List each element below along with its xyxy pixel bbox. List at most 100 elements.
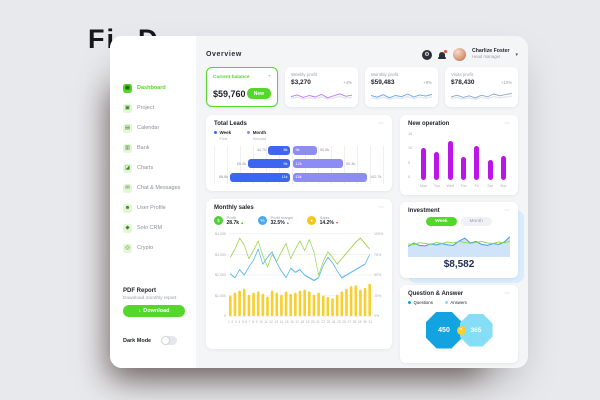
sidebar-item-solo-crm[interactable]: ◆ Solo CRM xyxy=(110,218,196,238)
current-balance-card: Current balance + $59,760 New xyxy=(206,67,278,107)
stat-value: 32.5% ▲ xyxy=(270,220,290,226)
sidebar-item-crypto[interactable]: ◎ Crypto xyxy=(110,238,196,258)
sidebar-item-calendar[interactable]: ▤ Calendar xyxy=(110,118,196,138)
day-tick: 28 xyxy=(352,320,357,324)
question-answer-blobs: 450 = 365 xyxy=(408,311,510,349)
sales-stat-sales: ● Sales 14.2% ▼ xyxy=(307,215,339,226)
profit-card-delta: +8% xyxy=(423,80,432,85)
settings-gear-icon[interactable]: ⚙ xyxy=(422,49,432,60)
plus-icon[interactable]: + xyxy=(267,74,271,80)
stat-icon: ● xyxy=(307,215,317,225)
main-area: Overview ⚙ Charlize Foster Head manager … xyxy=(196,36,528,368)
x-tick: Tue xyxy=(433,183,440,188)
question-answer-legend: Questions Answers xyxy=(408,300,510,305)
sidebar-item-label: Charts xyxy=(137,165,154,171)
pdf-report-section: PDF Report Download monthly report ↓ Dow… xyxy=(123,288,187,317)
legend-item: Month Second xyxy=(247,130,266,141)
x-tick: Fri xyxy=(474,183,479,188)
sparkline-chart xyxy=(451,92,512,100)
monthly-sales-stats: $ Profit 28.7k ▲% Profit margin 32.5% ▲ ● Sale… xyxy=(214,215,384,226)
stat-value: 28.7k ▲ xyxy=(226,220,244,226)
sidebar-item-bank[interactable]: ▥ Bank xyxy=(110,138,196,158)
sales-plot xyxy=(228,233,372,317)
qa-legend-item: Answers xyxy=(444,300,467,305)
day-tick: 9 xyxy=(255,320,258,324)
sidebar-item-user-profile[interactable]: ☻ User Profile xyxy=(110,198,196,218)
investment-title: Investment xyxy=(408,207,440,214)
stat-icon: $ xyxy=(214,215,223,225)
trend-down-icon: ▼ xyxy=(335,221,339,225)
week-button[interactable]: Week xyxy=(426,216,457,226)
chat-icon: ✉ xyxy=(123,183,132,193)
bell-icon xyxy=(438,51,446,59)
avatar[interactable] xyxy=(453,48,466,61)
more-icon[interactable]: ⋯ xyxy=(504,290,510,297)
day-tick: 10 xyxy=(259,320,263,324)
row-left-label: 44.7k xyxy=(256,148,266,152)
right-tick: 0% xyxy=(374,314,380,318)
trend-up-icon: ▲ xyxy=(286,221,290,225)
download-button-label: Download xyxy=(143,308,170,314)
more-icon[interactable]: ⋯ xyxy=(378,120,384,127)
sidebar-item-chat-messages[interactable]: ✉ Chat & Messages xyxy=(110,178,196,198)
day-tick: 29 xyxy=(358,320,362,324)
profit-card-value: $59,483 xyxy=(371,78,395,86)
profit-card-value: $3,270 xyxy=(291,78,311,86)
download-button[interactable]: ↓ Download xyxy=(123,305,185,317)
current-balance-label: Current balance xyxy=(213,74,250,80)
sidebar-item-dashboard[interactable]: ▦ Dashboard xyxy=(110,78,196,98)
profit-card-delta: +10% xyxy=(500,80,512,85)
notifications-bell-icon[interactable] xyxy=(438,49,447,60)
day-tick: 12 xyxy=(269,320,273,324)
month-button[interactable]: Month xyxy=(460,216,492,226)
day-tick: 23 xyxy=(326,320,331,324)
sidebar-nav: ▦ Dashboard ▣ Project ▤ Calendar ▥ Bank ◪ Charts ✉… xyxy=(110,78,196,258)
monthly-sales-card: Monthly sales ⋯ $ Profit 28.7k ▲% Profit ma… xyxy=(206,198,392,349)
profit-card-label: Monthly profit xyxy=(371,72,399,77)
sidebar-item-label: User Profile xyxy=(137,205,166,211)
day-tick: 18 xyxy=(300,320,305,324)
more-icon[interactable]: ⋯ xyxy=(378,204,384,211)
month-bar: 15k xyxy=(293,172,367,182)
download-icon: ↓ xyxy=(138,308,142,314)
user-name: Charlize Foster xyxy=(472,48,510,55)
row-left-label: 88.8k xyxy=(218,175,228,179)
operation-bars xyxy=(417,132,510,180)
lead-row: 9k 12k 65.3k 90.3k xyxy=(214,159,384,168)
day-tick: 13 xyxy=(274,320,279,324)
operation-bar xyxy=(447,141,453,180)
operation-bar xyxy=(474,145,480,180)
sidebar-item-label: Project xyxy=(137,105,155,111)
left-tick: $1,000 xyxy=(215,293,226,298)
lead-row: 8k 9k 44.7k 50.8k xyxy=(214,145,384,155)
new-button[interactable]: New xyxy=(246,88,271,99)
day-tick: 7 xyxy=(248,320,251,324)
investment-card: Investment ⋯ Week Month $8,582 xyxy=(400,201,518,278)
row-right-label: 90.3k xyxy=(346,161,356,166)
dark-mode-row: Dark Mode xyxy=(123,336,178,345)
row-right-label: 102.7k xyxy=(370,175,382,179)
total-leads-title: Total Leads xyxy=(214,120,247,127)
left-column: Total Leads ⋯ Week First Month Second 8k 9k 4… xyxy=(206,114,392,363)
sidebar-item-charts[interactable]: ◪ Charts xyxy=(110,158,196,178)
question-answer-card: Question & Answer ⋯ Questions Answers 450… xyxy=(400,284,518,363)
investment-value: $8,582 xyxy=(443,258,475,270)
user-icon: ☻ xyxy=(123,203,132,213)
current-balance-value: $59,760 xyxy=(213,88,246,99)
legend-top: Month xyxy=(247,130,266,135)
sidebar-item-project[interactable]: ▣ Project xyxy=(110,98,196,118)
sales-x-axis: 1 2 3 4 5 6 7 8 9 10 11 12 13 14 15 16 17 18 19 20 21 22 23 24 2… xyxy=(228,320,372,324)
more-icon[interactable]: ⋯ xyxy=(504,120,510,127)
new-operation-card: New operation ⋯ 15 10 5 0 Mon Tue Wed Thu Fri Sa… xyxy=(400,114,518,195)
sidebar-item-label: Crypto xyxy=(137,245,154,251)
day-tick: 1 xyxy=(228,320,230,324)
chevron-down-icon[interactable]: ▾ xyxy=(515,51,518,58)
day-tick: 5 xyxy=(241,320,244,324)
dark-mode-toggle[interactable] xyxy=(161,336,178,345)
visits-profit-card: Visits profit $78,430 +10% xyxy=(445,67,518,107)
more-icon[interactable]: ⋯ xyxy=(504,207,510,214)
day-tick: 30 xyxy=(363,320,367,324)
right-tick: 50% xyxy=(374,273,382,277)
operation-bar xyxy=(460,157,466,180)
week-bar: 11k xyxy=(230,172,290,182)
